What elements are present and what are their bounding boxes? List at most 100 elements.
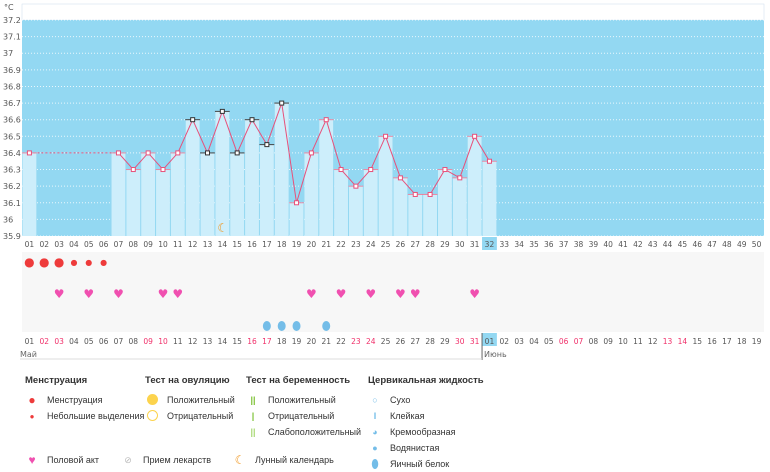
date-label: 17 (722, 337, 732, 346)
date-label: 27 (410, 337, 420, 346)
blood-drop-icon: ● (54, 255, 64, 269)
date-label: 22 (336, 337, 346, 346)
cycle-day-label: 07 (114, 240, 124, 249)
y-tick-label: 36.8 (3, 82, 21, 91)
legend-item: ☾ Лунный календарь (233, 452, 334, 468)
temperature-bar (245, 119, 259, 236)
y-tick-label: 36.1 (3, 199, 21, 208)
two-lines-icon: || (250, 395, 256, 405)
date-label: 21 (321, 337, 331, 346)
temperature-bar (22, 152, 37, 236)
temperature-bar (274, 103, 289, 236)
legend-item: ● Водянистая (368, 440, 484, 456)
cycle-day-label: 09 (143, 240, 153, 249)
legend-label: Положительный (268, 395, 336, 405)
legend-label: Небольшие выделения (47, 411, 145, 421)
legend-item: ⬮ Яичный белок (368, 456, 484, 472)
heart-icon: ♥ (28, 453, 36, 467)
temperature-bar (200, 152, 215, 236)
cycle-day-label: 32 (485, 240, 495, 249)
legend-label: Яичный белок (390, 459, 450, 469)
cycle-day-label: 37 (559, 240, 569, 249)
temperature-point (472, 133, 478, 139)
date-label: 10 (618, 337, 628, 346)
date-label: 01 (25, 337, 35, 346)
cycle-day-label: 03 (54, 240, 64, 249)
date-label: 09 (603, 337, 613, 346)
temperature-bar (215, 111, 230, 236)
legend-label: Положительный (167, 395, 235, 405)
legend-bottom: ♥ Половой акт ⊘ Прием лекарств ☾ Лунный кал… (25, 452, 334, 468)
cycle-day-label: 19 (292, 240, 302, 249)
date-label: 08 (129, 337, 139, 346)
temperature-point (249, 117, 255, 123)
temperature-point (279, 100, 285, 106)
egg-white-icon: ⬮ (371, 456, 379, 471)
temperature-point (383, 133, 389, 139)
temperature-bar (482, 161, 497, 236)
cycle-day-label: 18 (277, 240, 287, 249)
cycle-day-label: 12 (188, 240, 198, 249)
temperature-point (486, 158, 492, 164)
date-label: 04 (529, 337, 539, 346)
date-label: 08 (589, 337, 599, 346)
temperature-point (205, 150, 210, 156)
y-tick-label: 35.9 (3, 232, 21, 241)
date-label: 11 (633, 337, 643, 346)
legend-item: ○ Сухо (368, 392, 484, 408)
legend-title: Менструация (25, 375, 88, 386)
cycle-day-label: 39 (589, 240, 599, 249)
temperature-line-segment (325, 119, 342, 170)
cycle-day-label: 50 (752, 240, 762, 249)
temperature-line-segment (132, 152, 149, 170)
y-tick-label: 36.5 (3, 132, 21, 141)
legend-item: Отрицательный (145, 408, 235, 424)
legend-label: Слабоположительный (268, 427, 362, 437)
legend-label: Отрицательный (167, 411, 234, 421)
date-label: 06 (99, 337, 109, 346)
temperature-line-segment (355, 169, 372, 187)
temperature-point (130, 167, 136, 173)
cycle-day-label: 28 (425, 240, 435, 249)
date-label: 09 (143, 337, 153, 346)
blood-drop-icon: ● (39, 255, 49, 269)
temperature-point (368, 167, 374, 173)
date-label: 10 (158, 337, 168, 346)
egg-white-icon (262, 321, 271, 331)
cycle-day-label: 33 (500, 240, 510, 249)
creamy-drop-icon: ◕ (372, 427, 378, 437)
temperature-bar (170, 152, 185, 236)
egg-white-icon (292, 321, 301, 331)
date-label: 26 (396, 337, 406, 346)
temperature-point (308, 150, 314, 156)
cycle-day-label: 44 (663, 240, 673, 249)
date-label: 28 (425, 337, 435, 346)
cycle-day-label: 05 (84, 240, 94, 249)
temperature-line-segment (370, 136, 387, 170)
legend-label: Лунный календарь (255, 455, 334, 465)
temperature-point (190, 117, 196, 123)
temperature-bar (304, 152, 319, 236)
y-tick-label: 37.2 (3, 16, 21, 25)
dry-drop-icon: ○ (372, 395, 378, 405)
legend-item: I Клейкая (368, 408, 484, 424)
cycle-day-label: 41 (618, 240, 628, 249)
date-label: 03 (54, 337, 64, 346)
legend-label: Отрицательный (268, 411, 335, 421)
date-label: 02 (39, 337, 49, 346)
heart-icon: ♥ (395, 287, 406, 301)
date-label: 24 (366, 337, 376, 346)
sticky-icon: I (373, 411, 377, 421)
date-label: 14 (678, 337, 688, 346)
temperature-line-segment (310, 119, 327, 154)
legend-item: ⊘ Прием лекарств (121, 452, 211, 468)
temperature-bar (438, 169, 452, 236)
month-label: Май (20, 350, 37, 359)
temperature-point (353, 183, 359, 189)
cycle-day-label: 26 (396, 240, 406, 249)
cycle-day-label: 40 (603, 240, 613, 249)
month-label: Июнь (484, 350, 507, 359)
temperature-line-segment (296, 152, 312, 203)
date-label: 06 (559, 337, 569, 346)
symbols-area (22, 252, 764, 332)
